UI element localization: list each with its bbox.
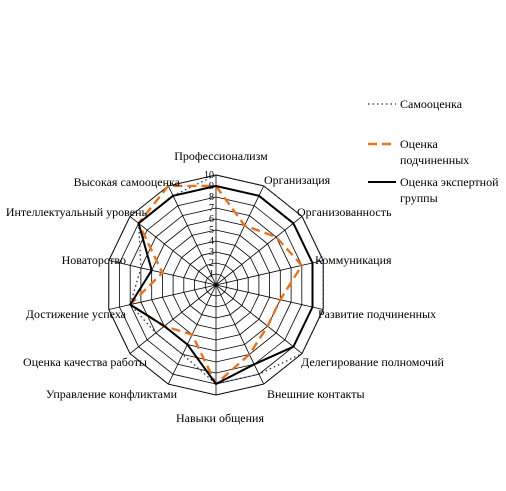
tick-label-6: 6 — [209, 214, 214, 225]
category-label-3: Коммуникация — [315, 253, 392, 267]
tick-label-2: 2 — [209, 258, 214, 269]
tick-label-3: 3 — [209, 247, 214, 258]
tick-label-4: 4 — [209, 236, 214, 247]
spoke-10 — [108, 284, 217, 310]
legend-label-line-1-0: Оценка — [400, 137, 438, 151]
tick-label-9: 9 — [209, 181, 214, 192]
spoke-2 — [215, 216, 303, 286]
category-label-8: Управление конфликтами — [46, 387, 178, 401]
category-label-11: Новаторство — [62, 253, 126, 267]
spoke-3 — [215, 260, 324, 286]
spoke-1 — [215, 185, 265, 286]
tick-label-7: 7 — [209, 203, 214, 214]
spoke-5 — [215, 284, 303, 354]
tick-label-1: 1 — [209, 269, 214, 280]
category-label-12: Интеллектуальный уровень — [6, 205, 148, 219]
spoke-12 — [129, 216, 217, 286]
category-label-6: Внешние контакты — [267, 387, 365, 401]
spoke-6 — [215, 284, 265, 385]
legend-label-1: Оценка подчиненных — [400, 137, 469, 167]
legend-label-line-1-1: подчиненных — [400, 153, 469, 167]
spoke-13 — [167, 185, 217, 286]
legend-label-line-2-0: Оценка экспертной — [400, 175, 499, 189]
legend: Самооценка Оценка подчиненных Оценка экспер… — [368, 97, 499, 205]
legend-label-line-2-1: группы — [400, 191, 438, 205]
series-lines — [128, 174, 324, 386]
tick-label-8: 8 — [209, 192, 214, 203]
category-label-0: Профессионализм — [174, 149, 268, 163]
grid — [108, 174, 324, 396]
tick-label-5: 5 — [209, 225, 214, 236]
spoke-9 — [129, 284, 217, 354]
category-label-13: Высокая самооценка — [74, 175, 181, 189]
legend-label-0: Самооценка — [400, 97, 463, 111]
tick-label-10: 10 — [204, 170, 214, 181]
series-line-2 — [129, 185, 314, 385]
category-label-4: Развитие подчиненных — [318, 307, 436, 321]
category-labels: Профессионализм Организация Организованнос… — [6, 149, 445, 425]
category-label-10: Достижение успеха — [26, 307, 127, 321]
category-label-5: Делегирование полномочий — [301, 355, 445, 369]
category-label-7: Навыки общения — [176, 411, 264, 425]
spoke-4 — [215, 284, 324, 310]
legend-label-2: Оценка экспертной группы — [400, 175, 499, 205]
category-label-9: Оценка качества работы — [23, 355, 147, 369]
category-label-1: Организация — [264, 173, 331, 187]
category-label-2: Организованность — [297, 205, 392, 219]
